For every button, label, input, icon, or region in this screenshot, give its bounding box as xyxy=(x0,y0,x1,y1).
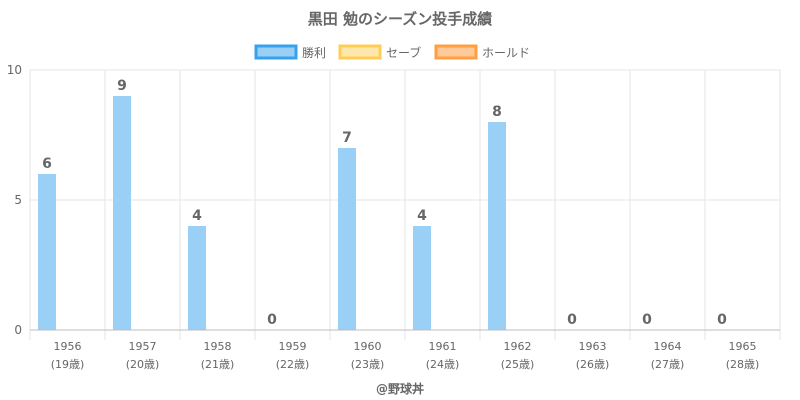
data-label-1961: 4 xyxy=(417,208,427,224)
x-tick-label: 1960 xyxy=(354,340,382,353)
x-tick-label: 1961 xyxy=(429,340,457,353)
y-tick-label: 10 xyxy=(7,63,22,77)
data-labels: 6 9 4 0 7 4 8 0 0 0 xyxy=(42,78,727,328)
legend-swatch-2 xyxy=(434,44,478,60)
data-label-1964: 0 xyxy=(642,312,652,328)
bar-1957 xyxy=(113,96,131,330)
data-label-1958: 4 xyxy=(192,208,202,224)
y-tick-label: 0 xyxy=(14,323,22,337)
bar-1956 xyxy=(38,174,56,330)
legend-swatch-0 xyxy=(254,44,298,60)
x-tick-age: (24歳) xyxy=(426,358,460,371)
legend-label-0: 勝利 xyxy=(302,45,326,60)
x-tick-label: 1963 xyxy=(579,340,607,353)
data-label-1957: 9 xyxy=(117,78,127,94)
x-tick-age: (27歳) xyxy=(651,358,685,371)
x-tick-label: 1958 xyxy=(204,340,232,353)
credit: @野球丼 xyxy=(376,381,424,396)
data-label-1960: 7 xyxy=(342,130,352,146)
x-tick-age: (20歳) xyxy=(126,358,160,371)
x-tick-age: (22歳) xyxy=(276,358,310,371)
data-label-1956: 6 xyxy=(42,156,52,172)
data-label-1962: 8 xyxy=(492,104,502,120)
bar-1962 xyxy=(488,122,506,330)
legend-label-1: セーブ xyxy=(386,45,421,60)
x-tick-label: 1962 xyxy=(504,340,532,353)
bars xyxy=(38,96,506,330)
x-tick-age: (28歳) xyxy=(726,358,760,371)
data-label-1963: 0 xyxy=(567,312,577,328)
x-tick-label: 1965 xyxy=(729,340,757,353)
x-tick-label: 1956 xyxy=(54,340,82,353)
bar-1961 xyxy=(413,226,431,330)
legend-label-2: ホールド xyxy=(482,46,530,60)
legend: 勝利 セーブ ホールド xyxy=(254,44,530,60)
legend-swatch-1 xyxy=(338,44,382,60)
axes: 1956 (19歳) 1957 (20歳) 1958 (21歳) 1959 (22歳) 1960… xyxy=(29,70,780,371)
x-tick-label: 1964 xyxy=(654,340,682,353)
x-tick-age: (26歳) xyxy=(576,358,610,371)
chart-title: 黒田 勉のシーズン投手成績 xyxy=(308,10,492,28)
x-tick-age: (19歳) xyxy=(51,358,85,371)
x-tick-age: (21歳) xyxy=(201,358,235,371)
x-tick-age: (23歳) xyxy=(351,358,385,371)
data-label-1959: 0 xyxy=(267,312,277,328)
x-tick-label: 1959 xyxy=(279,340,307,353)
bar-1960 xyxy=(338,148,356,330)
data-label-1965: 0 xyxy=(717,312,727,328)
y-tick-label: 5 xyxy=(14,193,22,207)
x-tick-age: (25歳) xyxy=(501,358,535,371)
x-tick-label: 1957 xyxy=(129,340,157,353)
bar-1958 xyxy=(188,226,206,330)
